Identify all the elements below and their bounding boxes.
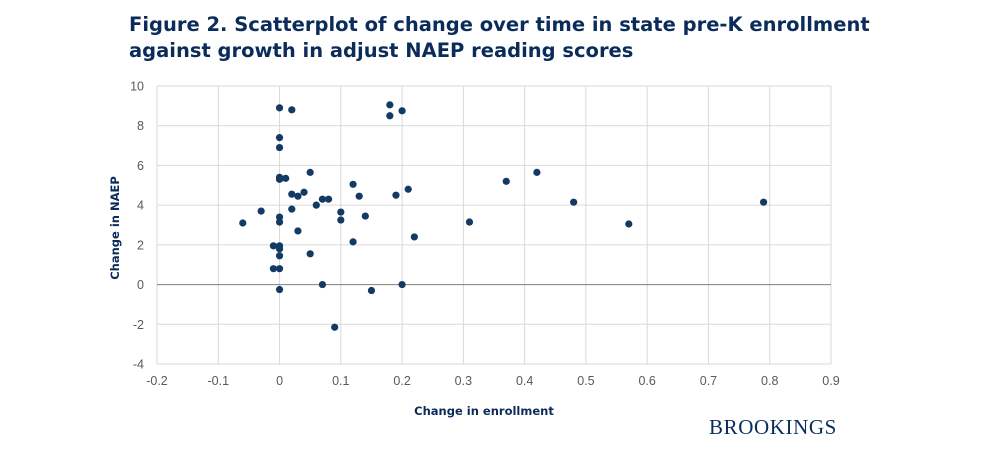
scatter-point xyxy=(361,212,369,220)
x-tick-label: 0 xyxy=(276,374,283,388)
scatter-point xyxy=(324,195,333,203)
scatter-point xyxy=(312,201,320,209)
scatter-point xyxy=(392,191,400,199)
scatter-point xyxy=(404,185,412,193)
scatter-point xyxy=(275,265,284,273)
scatter-point xyxy=(337,208,345,216)
x-axis-ticks: -0.2 -0.1 0 0.1 0.2 0.3 0.4 0.5 0.6 0.7 0.8 0.9 xyxy=(146,374,840,388)
scatter-point xyxy=(331,323,339,331)
y-tick-label: 10 xyxy=(130,80,144,94)
scatter-point xyxy=(386,101,394,109)
y-tick-label: 4 xyxy=(137,199,144,213)
y-tick-label: 2 xyxy=(137,238,144,252)
scatter-point xyxy=(275,143,284,152)
scatter-point xyxy=(337,216,345,224)
scatter-point xyxy=(275,134,284,142)
figure-title-line-1: Figure 2. Scatterplot of change over tim… xyxy=(129,13,870,36)
brookings-logo: BROOKINGS xyxy=(709,415,837,439)
scatter-point xyxy=(269,265,278,273)
scatter-point xyxy=(275,218,284,226)
scatter-point xyxy=(288,205,296,213)
scatter-point xyxy=(367,286,376,295)
x-tick-label: 0.5 xyxy=(577,374,594,388)
scatter-point xyxy=(355,192,363,200)
y-tick-label: -4 xyxy=(133,358,144,372)
scatter-point xyxy=(533,168,541,176)
scatter-point xyxy=(239,219,247,227)
x-tick-label: 0.9 xyxy=(822,374,839,388)
y-tick-label: 6 xyxy=(137,159,144,173)
data-points xyxy=(239,101,768,331)
scatter-point xyxy=(465,218,474,226)
scatter-point xyxy=(625,220,633,228)
scatter-point xyxy=(294,192,302,200)
x-tick-label: 0.7 xyxy=(700,374,717,388)
x-tick-label: 0.6 xyxy=(638,374,655,388)
x-axis-title: Change in enrollment xyxy=(414,404,554,418)
scatter-point xyxy=(570,198,578,206)
grid-lines xyxy=(156,85,832,365)
scatter-point xyxy=(306,250,314,258)
scatter-point xyxy=(269,242,278,250)
scatter-point xyxy=(275,252,284,260)
scatter-point xyxy=(398,107,406,115)
scatter-point xyxy=(349,180,357,188)
x-tick-label: 0.4 xyxy=(516,374,533,388)
x-tick-label: -0.1 xyxy=(207,374,229,388)
y-tick-label: 0 xyxy=(137,278,144,292)
scatter-point xyxy=(318,195,327,203)
scatter-point xyxy=(275,175,284,183)
scatter-point xyxy=(294,227,302,235)
scatter-point xyxy=(386,112,394,120)
y-axis-ticks: -4 -2 0 2 4 6 8 10 xyxy=(130,80,144,372)
x-tick-label: 0.2 xyxy=(393,374,410,388)
scatter-point xyxy=(300,188,308,196)
scatter-point xyxy=(349,238,357,246)
figure-title: Figure 2. Scatterplot of change over tim… xyxy=(129,12,889,64)
x-tick-label: -0.2 xyxy=(146,374,168,388)
scatter-point xyxy=(257,207,265,215)
scatter-point xyxy=(306,168,314,176)
scatter-point xyxy=(288,106,296,114)
scatter-point xyxy=(288,190,296,198)
figure-title-line-2: against growth in adjust NAEP reading sc… xyxy=(129,39,634,62)
scatter-point xyxy=(282,174,290,182)
scatter-point xyxy=(318,280,327,289)
x-tick-label: 0.3 xyxy=(455,374,472,388)
scatter-point xyxy=(760,198,768,206)
scatter-point xyxy=(275,285,284,294)
x-tick-label: 0.8 xyxy=(761,374,778,388)
scatter-point xyxy=(275,104,284,112)
scatter-point xyxy=(502,177,510,185)
x-tick-label: 0.1 xyxy=(332,374,349,388)
y-tick-label: -2 xyxy=(133,318,144,332)
scatter-point xyxy=(275,245,284,253)
y-tick-label: 8 xyxy=(137,119,144,133)
scatter-point xyxy=(275,213,284,221)
y-axis-title: Change in NAEP xyxy=(108,176,122,280)
scatter-point xyxy=(398,280,406,289)
scatter-point xyxy=(410,233,418,241)
